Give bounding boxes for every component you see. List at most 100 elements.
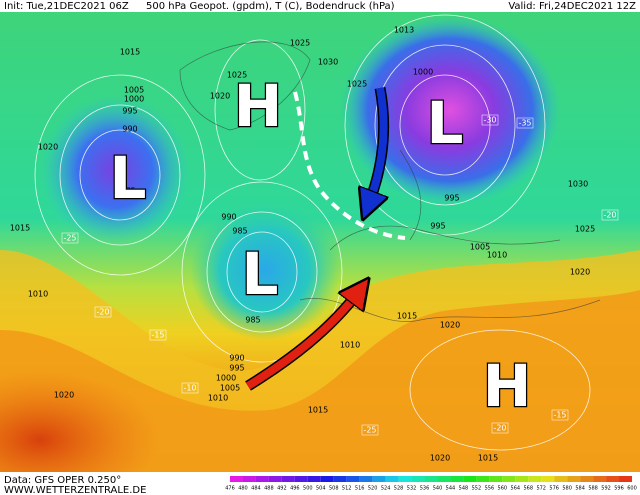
temperature-label: -20 <box>493 424 506 433</box>
isobar-label: 1005 <box>124 86 144 95</box>
temperature-label-box <box>551 409 569 421</box>
isobar-label: 1015 <box>478 454 498 463</box>
website: WWW.WETTERZENTRALE.DE <box>4 485 146 495</box>
colorbar-segment <box>476 476 490 482</box>
colorbar-segment <box>606 476 620 482</box>
hot-core <box>0 370 160 495</box>
map: 1015100510009959901020975101510109909859… <box>0 12 640 495</box>
header-bar <box>0 0 640 12</box>
temperature-label: -15 <box>553 411 566 420</box>
isobar-label: 1010 <box>487 251 507 260</box>
colorbar-segment <box>230 476 243 482</box>
colorbar-segment <box>515 476 529 482</box>
temperature-label: -30 <box>483 116 496 125</box>
colorbar-segment <box>567 476 581 482</box>
colorbar-tick-label: 572 <box>536 486 546 492</box>
temperature-label: -20 <box>603 211 616 220</box>
temperature-label-box <box>601 209 619 221</box>
colorbar-tick-label: 584 <box>575 486 585 492</box>
colorbar-segment <box>372 476 386 482</box>
colorbar-segment <box>320 476 334 482</box>
temperature-label: -25 <box>363 426 376 435</box>
isobar-label: 1005 <box>220 384 240 393</box>
colorbar-tick-label: 516 <box>355 486 365 492</box>
colorbar-segment <box>541 476 555 482</box>
init-time: Init: Tue,21DEC2021 06Z <box>4 1 129 12</box>
colorbar-tick-label: 556 <box>485 486 495 492</box>
colorbar-tick-label: 564 <box>511 486 521 492</box>
warm-flow-arrow <box>245 290 360 390</box>
cold-flow-arrow <box>368 87 384 206</box>
isobar-label: 1010 <box>340 341 360 350</box>
isobar-label: 985 <box>245 316 260 325</box>
colorbar-tick-label: 560 <box>498 486 508 492</box>
temperature-label-box <box>181 382 199 394</box>
temperature-label: -20 <box>96 308 109 317</box>
isobar-label: 995 <box>444 194 459 203</box>
colorbar-tick-label: 532 <box>407 486 417 492</box>
isobar-label: 1025 <box>290 39 310 48</box>
map-labels: 1015100510009959901020975101510109909859… <box>10 26 619 463</box>
isobar-label: 1020 <box>440 321 460 330</box>
colorbar-segment <box>489 476 503 482</box>
colorbar-segment <box>346 476 360 482</box>
colorbar-tick-label: 504 <box>316 486 326 492</box>
isobar-label: 995 <box>229 364 244 373</box>
colorbar-tick-label: 540 <box>433 486 443 492</box>
colorbar-tick-label: 524 <box>381 486 391 492</box>
colorbar-segment <box>463 476 477 482</box>
isobar-label: 975 <box>120 187 135 196</box>
isobar-label: 1015 <box>397 312 417 321</box>
isobar-label: 1000 <box>124 95 144 104</box>
temperature-label-box <box>149 329 167 341</box>
colorbar-tick-label: 552 <box>472 486 482 492</box>
low-area <box>40 95 190 245</box>
colorbar-segment <box>437 476 451 482</box>
colorbar-tick-label: 496 <box>290 486 300 492</box>
colorbar-segment <box>255 476 269 482</box>
isobar-label: 995 <box>122 107 137 116</box>
isobar-label: 990 <box>122 125 137 134</box>
colorbar-tick-label: 592 <box>601 486 611 492</box>
temperature-label: -25 <box>63 234 76 243</box>
isobar-label: 1015 <box>10 224 30 233</box>
isobar-label: 1020 <box>38 143 58 152</box>
isobar-label: 1010 <box>28 290 48 299</box>
isobar-label: 1020 <box>430 454 450 463</box>
low-area <box>190 200 340 340</box>
colorbar-segment <box>450 476 464 482</box>
colorbar-tick-label: 544 <box>446 486 456 492</box>
isobar-label: 1025 <box>227 71 247 80</box>
isobars <box>34 14 591 451</box>
data-source: Data: GFS OPER 0.250° <box>4 475 121 486</box>
isobar-label: 1025 <box>575 225 595 234</box>
isobar-label: 1025 <box>347 80 367 89</box>
colorbar: 476 480 484 488 492 496 500 504 508 512 516 520 524 5… <box>225 476 637 492</box>
isobar-label: 1020 <box>570 268 590 277</box>
temperature-label-box <box>516 117 534 129</box>
colorbar-tick-label: 576 <box>549 486 559 492</box>
colorbar-tick-label: 548 <box>459 486 469 492</box>
isobar-label: 1010 <box>208 394 228 403</box>
colorbar-tick-label: 520 <box>368 486 378 492</box>
colorbar-segment <box>619 476 632 482</box>
temperature-label-box <box>491 422 509 434</box>
temperature-label: -10 <box>183 384 196 393</box>
isobar-label: 1030 <box>318 58 338 67</box>
low-area <box>340 15 560 205</box>
colorbar-tick-label: 492 <box>277 486 287 492</box>
colorbar-segment <box>398 476 412 482</box>
colorbar-segment <box>502 476 516 482</box>
hot-region <box>0 290 640 472</box>
pressure-system-label: H <box>234 72 283 140</box>
colorbar-tick-label: 536 <box>420 486 430 492</box>
colorbar-segment <box>593 476 607 482</box>
colorbar-segment <box>359 476 373 482</box>
isobar-label: 1005 <box>470 243 490 252</box>
pressure-system-label: L <box>242 240 279 308</box>
isobar-label: 985 <box>232 227 247 236</box>
colorbar-segment <box>580 476 594 482</box>
isobar-label: 1020 <box>54 391 74 400</box>
colorbar-segment <box>268 476 282 482</box>
isobar-label: 1020 <box>210 92 230 101</box>
